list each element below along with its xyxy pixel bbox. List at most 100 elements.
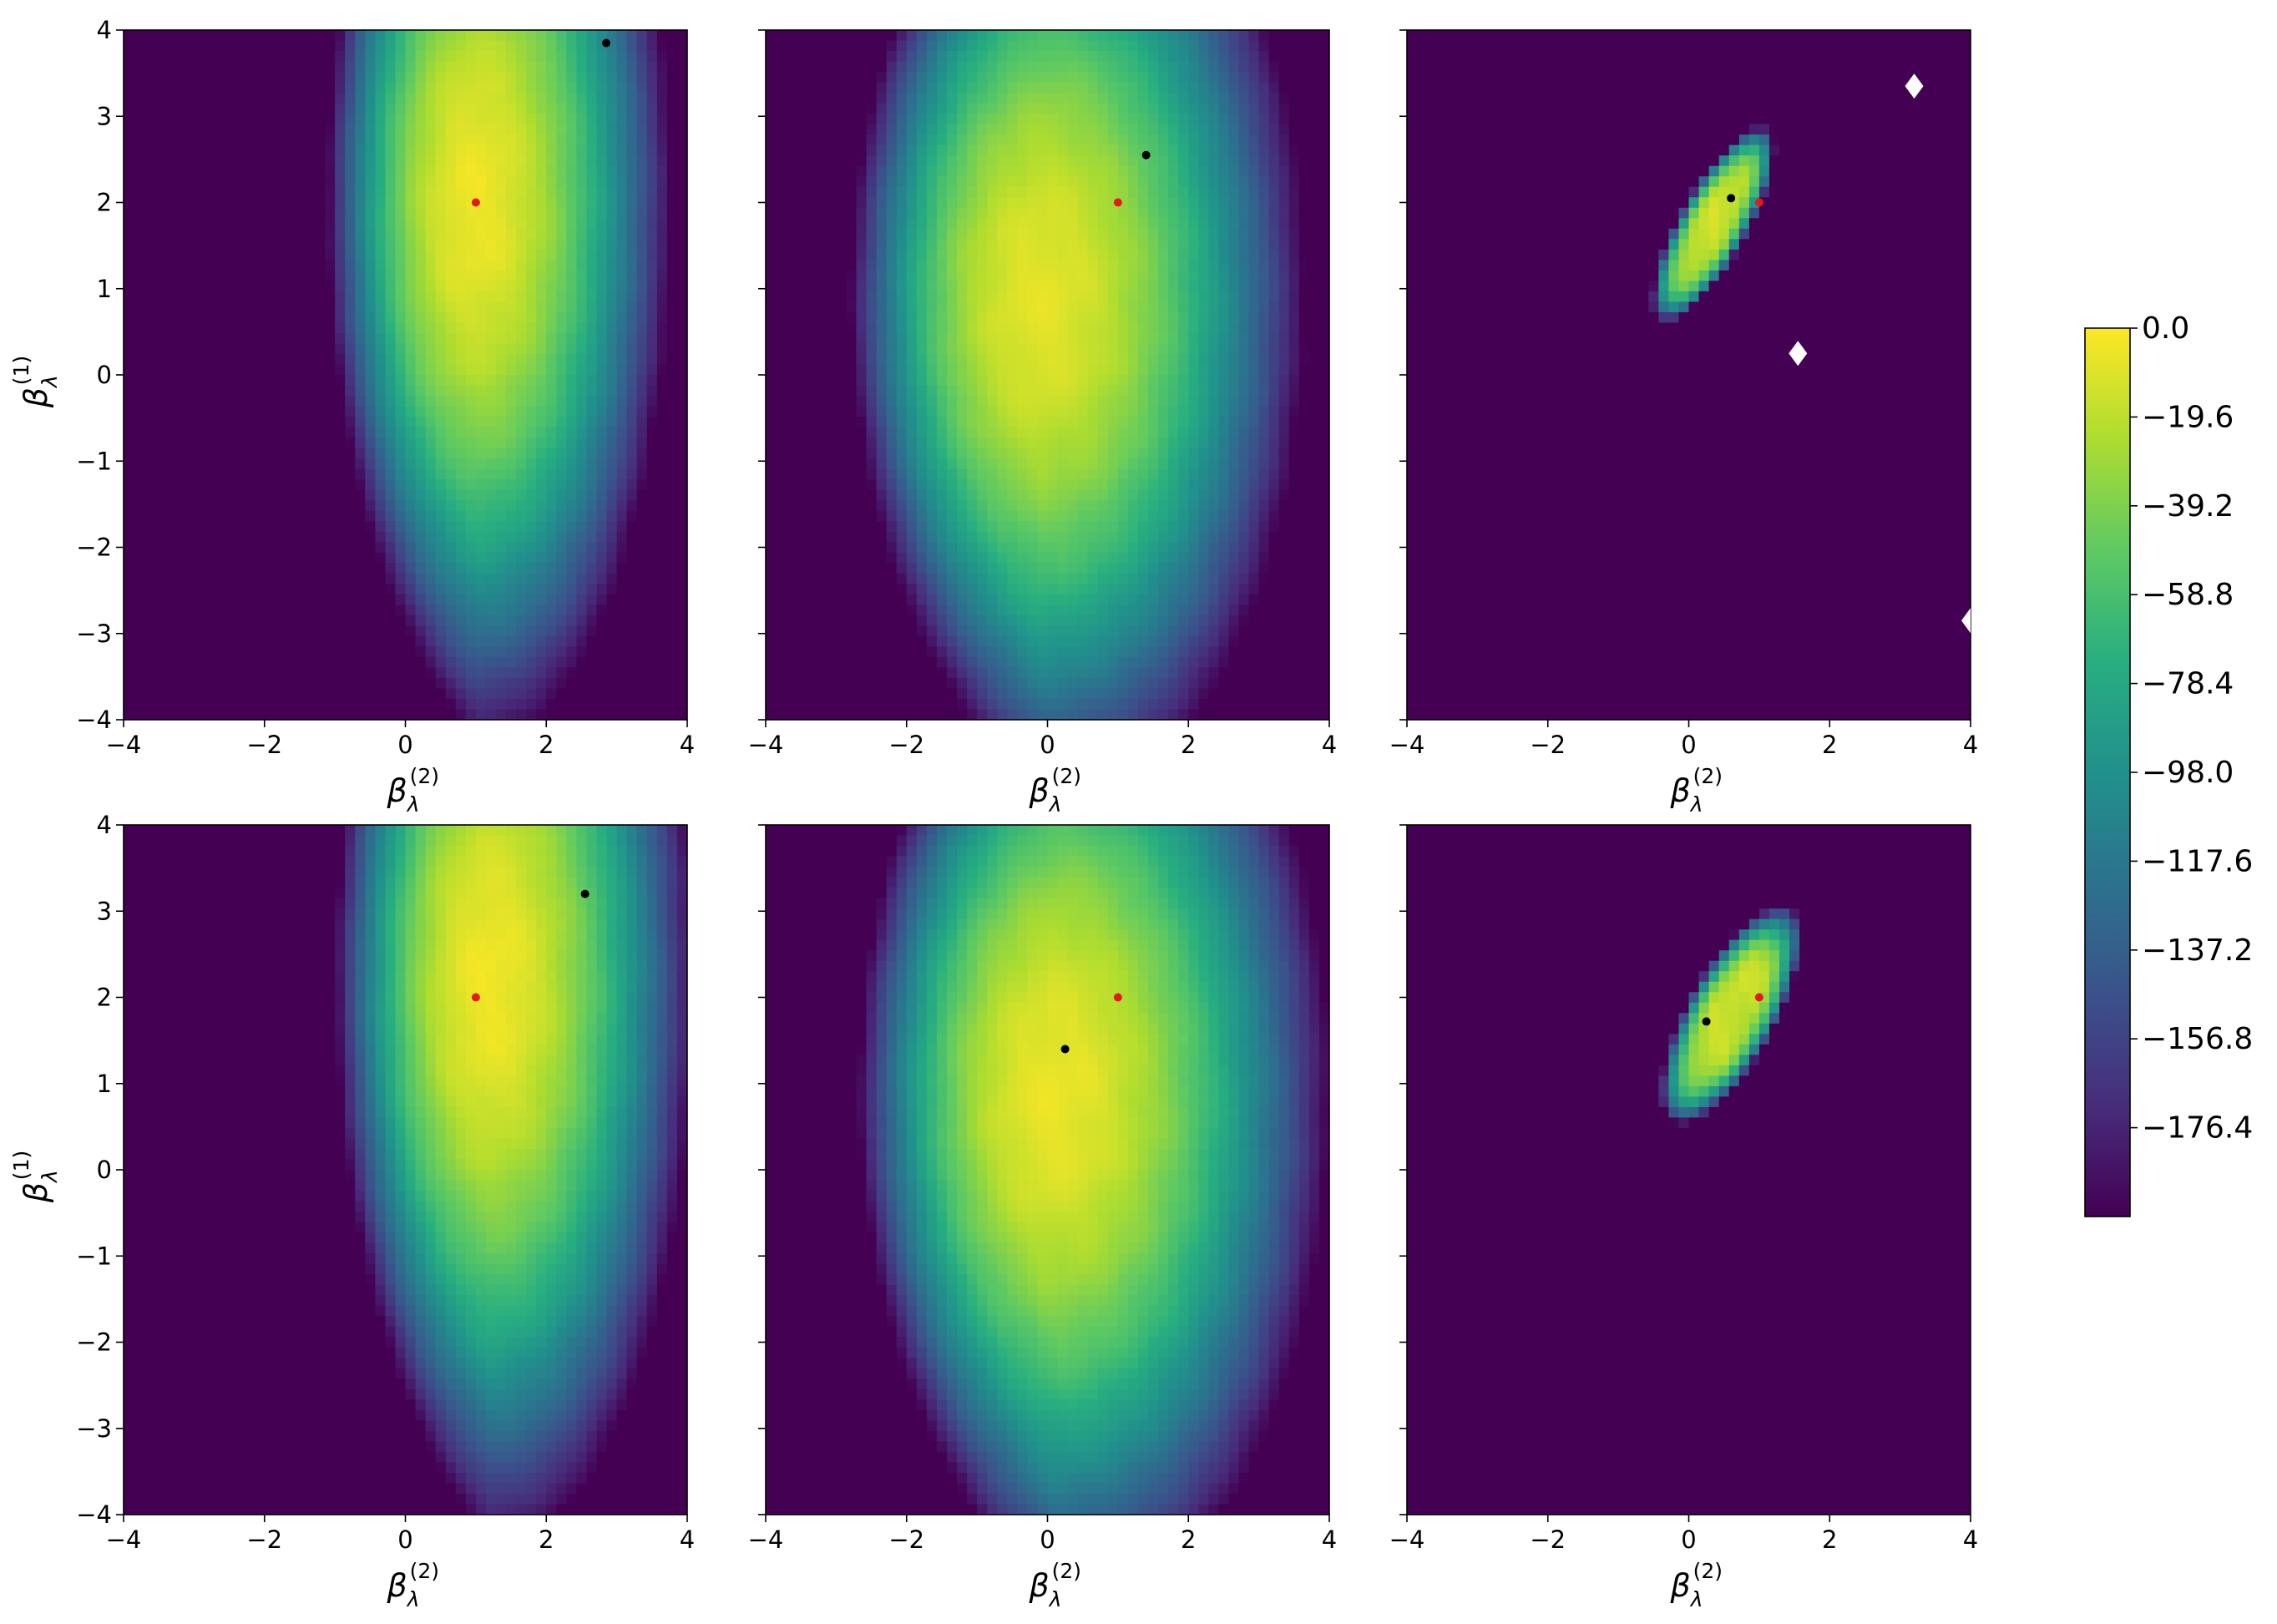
heatmap-cell: [274, 103, 286, 114]
heatmap-cell: [916, 61, 928, 73]
heatmap-cell: [566, 605, 578, 616]
heatmap-cell: [676, 270, 687, 282]
heatmap-cell: [455, 144, 467, 156]
heatmap-cell: [916, 82, 928, 94]
heatmap-cell: [896, 114, 908, 125]
heatmap-cell: [846, 260, 858, 271]
heatmap-cell: [435, 584, 447, 595]
heatmap-cell: [304, 364, 316, 376]
heatmap-cell: [274, 364, 286, 376]
heatmap-cell: [224, 228, 235, 240]
heatmap-cell: [365, 270, 377, 282]
heatmap-cell: [465, 291, 477, 303]
heatmap-cell: [144, 260, 154, 271]
heatmap-cell: [365, 709, 377, 720]
heatmap-cell: [1037, 197, 1049, 209]
heatmap-cell: [766, 103, 777, 114]
heatmap-cell: [586, 479, 598, 491]
heatmap-cell: [586, 468, 598, 480]
heatmap-cell: [325, 144, 336, 156]
heatmap-cell: [415, 322, 427, 334]
heatmap-cell: [676, 385, 687, 397]
heatmap-cell: [576, 322, 588, 334]
heatmap-cell: [676, 301, 687, 313]
heatmap-cell: [284, 698, 296, 711]
heatmap-cell: [134, 61, 144, 73]
heatmap-cell: [375, 218, 387, 230]
heatmap-cell: [606, 542, 618, 554]
heatmap-cell: [335, 281, 346, 292]
heatmap-cell: [194, 438, 205, 449]
heatmap-cell: [184, 584, 195, 595]
heatmap-cell: [546, 281, 558, 292]
heatmap-cell: [224, 417, 235, 428]
heatmap-cell: [174, 353, 185, 366]
heatmap-cell: [596, 51, 608, 63]
heatmap-cell: [896, 144, 908, 156]
heatmap-cell: [977, 260, 988, 271]
heatmap-cell: [164, 281, 175, 292]
heatmap-cell: [395, 353, 407, 366]
heatmap-cell: [586, 438, 598, 449]
heatmap-cell: [1208, 207, 1220, 220]
heatmap-cell: [1198, 165, 1210, 178]
heatmap-cell: [325, 605, 336, 616]
heatmap-cell: [415, 144, 427, 156]
heatmap-cell: [526, 709, 537, 720]
heatmap-cell: [1198, 228, 1210, 240]
heatmap-cell: [616, 301, 628, 313]
heatmap-cell: [576, 500, 588, 512]
heatmap-cell: [445, 510, 457, 523]
heatmap-cell: [395, 155, 407, 167]
heatmap-cell: [1268, 82, 1280, 94]
heatmap-cell: [676, 322, 687, 334]
heatmap-cell: [516, 656, 527, 669]
heatmap-cell: [425, 605, 437, 616]
heatmap-cell: [987, 103, 999, 114]
heatmap-cell: [1178, 103, 1190, 114]
heatmap-cell: [304, 353, 316, 366]
heatmap-cell: [455, 448, 467, 459]
heatmap-cell: [304, 186, 316, 199]
heatmap-cell: [666, 479, 678, 491]
heatmap-cell: [1278, 144, 1290, 156]
heatmap-cell: [274, 93, 286, 104]
heatmap-cell: [425, 186, 437, 199]
heatmap-cell: [154, 510, 165, 523]
heatmap-cell: [144, 40, 154, 52]
heatmap-cell: [335, 625, 346, 637]
heatmap-cell: [806, 72, 817, 83]
heatmap-cell: [596, 155, 608, 167]
heatmap-cell: [144, 82, 154, 94]
heatmap-cell: [586, 542, 598, 554]
heatmap-cell: [606, 322, 618, 334]
heatmap-cell: [405, 291, 417, 303]
heatmap-cell: [315, 500, 326, 512]
heatmap-cell: [656, 343, 668, 355]
heatmap-cell: [315, 531, 326, 544]
heatmap-cell: [566, 291, 578, 303]
heatmap-cell: [596, 114, 608, 125]
heatmap-cell: [636, 93, 648, 104]
heatmap-cell: [636, 417, 648, 428]
heatmap-cell: [1298, 197, 1310, 209]
heatmap-cell: [274, 542, 286, 554]
heatmap-cell: [264, 207, 276, 220]
heatmap-cell: [566, 134, 578, 146]
heatmap-cell: [977, 134, 988, 146]
heatmap-cell: [234, 186, 245, 199]
heatmap-cell: [606, 521, 618, 533]
heatmap-cell: [435, 406, 447, 417]
heatmap-cell: [395, 521, 407, 533]
heatmap-cell: [395, 51, 407, 63]
heatmap-cell: [526, 30, 537, 42]
heatmap-cell: [646, 542, 658, 554]
heatmap-cell: [224, 667, 235, 679]
heatmap-cell: [465, 364, 477, 376]
heatmap-cell: [134, 207, 144, 220]
heatmap-cell: [144, 176, 154, 188]
heatmap-cell: [375, 417, 387, 428]
heatmap-cell: [244, 479, 256, 491]
heatmap-cell: [1288, 40, 1300, 52]
heatmap-cell: [184, 468, 195, 480]
